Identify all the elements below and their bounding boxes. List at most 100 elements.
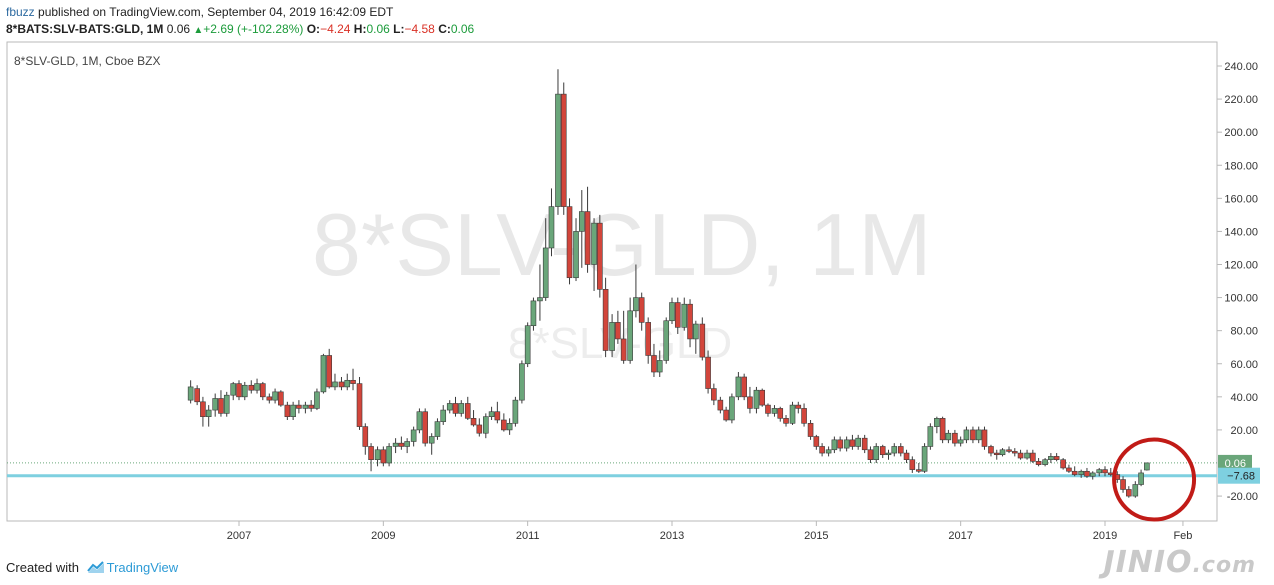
candle-down (494, 411, 501, 421)
candle-down (903, 452, 910, 460)
tradingview-link[interactable]: TradingView (106, 560, 179, 575)
symbol-label: 8*BATS:SLV-BATS:GLD, 1M (6, 22, 164, 36)
candle-up (627, 310, 633, 361)
last-price: 0.06 (166, 22, 191, 36)
candle-up (1024, 452, 1030, 459)
candle-down (783, 418, 789, 424)
candle-up (633, 297, 639, 312)
candle-up (656, 360, 663, 373)
candle-down (1066, 467, 1072, 472)
candle-up (410, 429, 417, 442)
candle-down (939, 418, 946, 441)
candle-up (963, 429, 970, 441)
candle-up (187, 386, 194, 401)
site-watermark-suffix: .com (1192, 553, 1256, 578)
candle-down (747, 396, 753, 409)
y-tick-label: 180.00 (1224, 160, 1258, 172)
highlight-circle (1112, 437, 1197, 522)
candle-up (537, 297, 543, 302)
candle-up (386, 446, 392, 464)
candle-up (1078, 470, 1084, 475)
candle-down (981, 429, 988, 447)
close-label: C: (438, 22, 451, 36)
candle-up (212, 398, 218, 411)
candle-up (542, 247, 549, 298)
candle-down (741, 376, 747, 398)
candle-up (254, 383, 260, 391)
candle-up (440, 409, 447, 422)
candle-up (555, 93, 561, 207)
candle-up (609, 322, 615, 351)
candle-up (1096, 469, 1103, 474)
candle-up (392, 442, 399, 447)
candle-down (837, 439, 843, 449)
candle-up (873, 446, 880, 460)
candle-up (921, 446, 928, 472)
x-tick-label: 2017 (948, 530, 972, 542)
candle-down (501, 419, 507, 431)
candle-down (338, 381, 345, 388)
author-link[interactable]: fbuzz (6, 5, 35, 19)
candle-down (597, 222, 603, 290)
site-watermark-text: JINIO (1103, 545, 1193, 580)
candle-down (813, 436, 820, 447)
candle-up (428, 436, 435, 444)
candle-down (422, 411, 428, 444)
candle-down (368, 446, 374, 460)
candle-up (344, 379, 351, 388)
candle-down (849, 439, 856, 447)
candle-down (362, 426, 369, 447)
candle-down (584, 211, 591, 265)
candle-down (218, 398, 224, 414)
chart-title: 8*SLV-GLD, 1M, Cboe BZX (14, 54, 161, 68)
candle-down (200, 401, 206, 417)
candle-up (591, 222, 597, 265)
candle-down (777, 408, 784, 419)
candle-down (988, 446, 994, 454)
candle-up (753, 389, 760, 409)
y-axis: 240.00 220.00 200.00 180.00 160.00 140.00 120.… (1217, 61, 1258, 503)
candle-down (879, 446, 886, 456)
y-tick-label: 60.00 (1230, 359, 1258, 371)
candle-down (356, 383, 363, 427)
candle-down (266, 396, 273, 401)
candle-down (795, 404, 802, 409)
candle-down (398, 442, 405, 447)
price-labels: 0.06−7.68 (1218, 454, 1260, 484)
x-tick-label: Feb (1173, 530, 1192, 542)
y-tick-label: 100.00 (1224, 293, 1258, 305)
support-line-badge (1218, 467, 1260, 484)
candle-down (308, 404, 314, 409)
y-tick-label: 20.00 (1230, 425, 1258, 437)
candle-up (512, 399, 519, 424)
candle-up (663, 320, 670, 361)
candle-down (651, 355, 657, 373)
candle-down (638, 297, 645, 323)
last-price-badge-label: 0.06 (1225, 458, 1246, 470)
candle-down (260, 383, 266, 398)
candle-up (320, 355, 327, 393)
candle-up (681, 303, 688, 328)
candle-down (470, 418, 477, 426)
candle-up (290, 404, 296, 417)
candle-up (302, 404, 309, 409)
ohlc-bar: 8*BATS:SLV-BATS:GLD, 1M 0.06 ▲+2.69 (+-1… (6, 21, 474, 39)
candle-down (560, 93, 567, 207)
candles (187, 69, 1197, 522)
candle-down (807, 422, 814, 437)
candle-down (993, 452, 1000, 456)
y-tick-label: 160.00 (1224, 193, 1258, 205)
y-tick-label: 140.00 (1224, 226, 1258, 238)
candle-up (519, 363, 525, 401)
candle-down (952, 432, 958, 444)
candle-down (1060, 459, 1066, 469)
candle-down (464, 403, 471, 419)
chart-watermark: 8*SLV-GLD, 1M (312, 195, 932, 294)
candle-up (332, 381, 338, 388)
candle-down (1035, 461, 1042, 465)
candle-down (476, 424, 483, 434)
x-tick-label: 2013 (660, 530, 684, 542)
site-watermark: JINIO.com (1103, 545, 1256, 580)
candle-up (488, 411, 495, 417)
